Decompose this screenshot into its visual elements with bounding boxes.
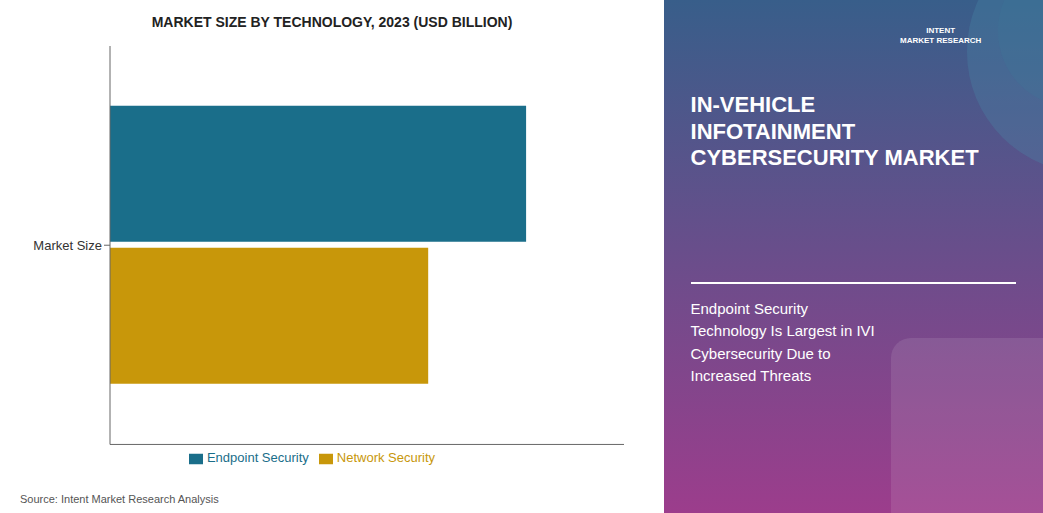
html-text:Endpoint Security Technology I: Endpoint Security Technology Is Largest …: [690, 299, 875, 384]
svg-text:Market Size: Market Size: [33, 238, 102, 253]
html-text:Endpoint Security: Endpoint Security: [206, 450, 309, 466]
html-text:IN-VEHICLE INFOTAINMENT CYBERS: IN-VEHICLE INFOTAINMENT CYBERSECURITY MA…: [690, 92, 979, 171]
html-text:MARKET SIZE BY TECHNOLOGY, 202: MARKET SIZE BY TECHNOLOGY, 2023 (USD BIL…: [151, 14, 513, 30]
html-text:Network Security: Network Security: [336, 450, 436, 466]
html-text:INTENT MARKET RESEARCH: INTENT MARKET RESEARCH: [900, 25, 982, 45]
html-text:Source: Intent Market Research: Source: Intent Market Research Analysis: [20, 493, 219, 505]
